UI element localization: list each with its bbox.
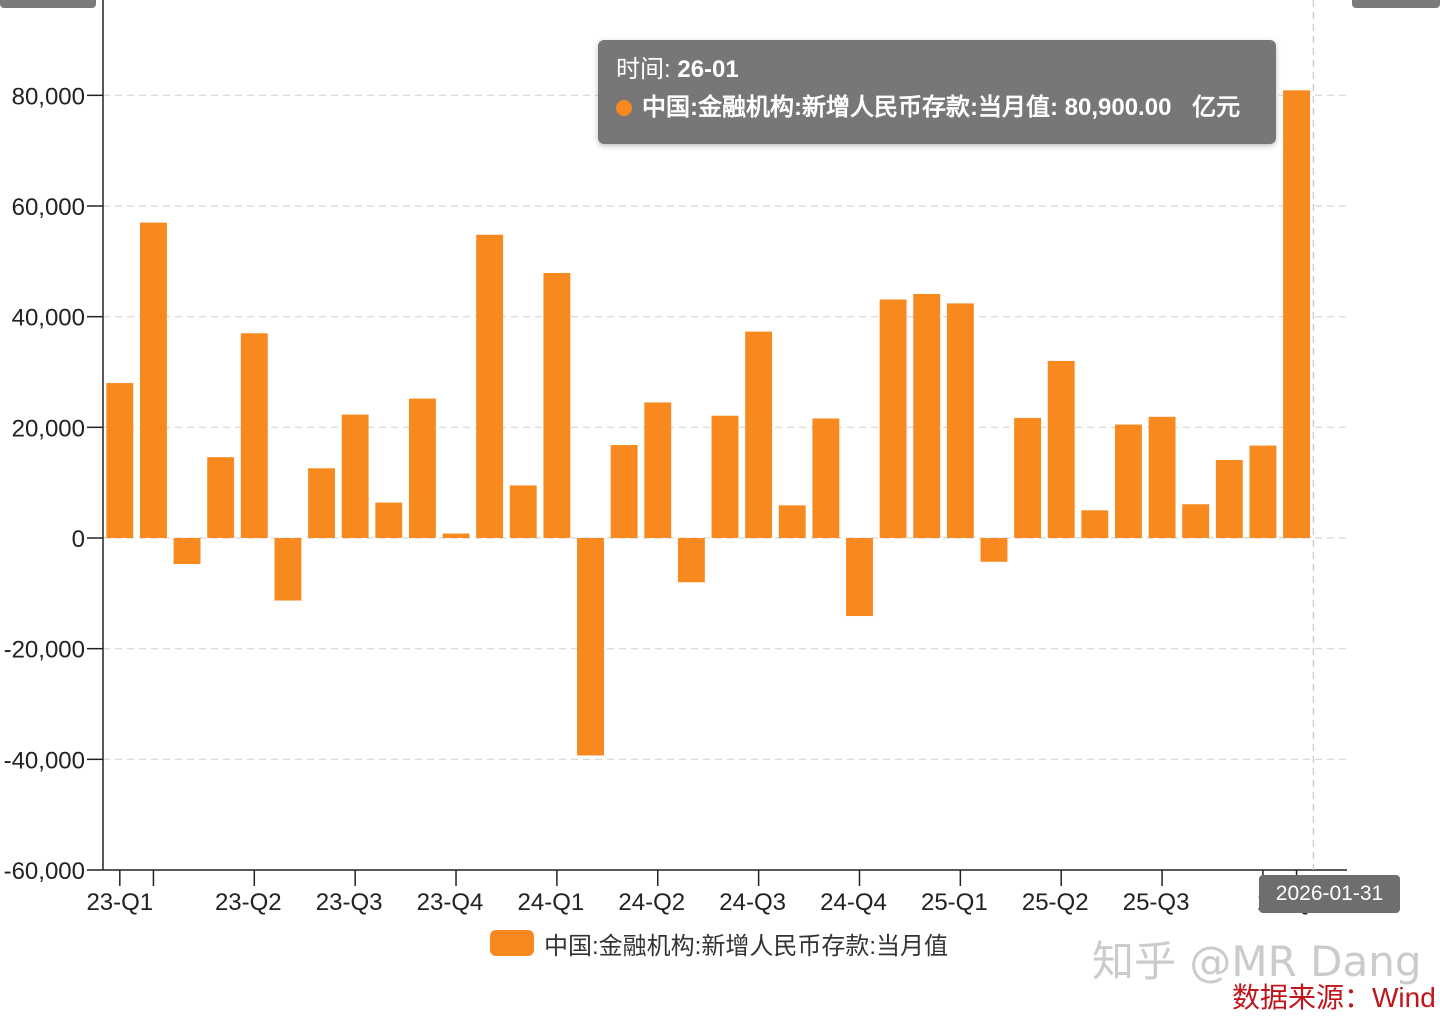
x-tick-label: 24-Q3 xyxy=(719,889,786,916)
bar-25-07 xyxy=(1115,424,1142,538)
bar-23-09 xyxy=(375,502,403,538)
tooltip-time-value: 26-01 xyxy=(677,56,739,83)
bar-24-01 xyxy=(509,485,537,538)
y-tick-label: -40,000 xyxy=(4,747,85,774)
x-axis-ticks: 23-Q1 23-Q2 23-Q3 23-Q4 24-Q1 24-Q2 24-Q3 24-Q4… xyxy=(86,870,1324,916)
watermark: 知乎 @MR Dang xyxy=(1092,937,1422,986)
bar-24-05 xyxy=(644,402,672,538)
bar-25-08 xyxy=(1148,416,1176,538)
y-tick-label: 80,000 xyxy=(12,83,85,110)
bar-25-12 xyxy=(1283,90,1311,538)
x-tick-label: 23-Q2 xyxy=(215,889,282,916)
bar-24-03 xyxy=(577,538,604,756)
bar-24-08 xyxy=(745,331,773,538)
bar-23-04 xyxy=(207,457,235,538)
axes xyxy=(102,0,1347,871)
bar-23-10 xyxy=(408,398,436,538)
bar-24-04 xyxy=(610,445,638,538)
bar-25-05 xyxy=(1047,360,1075,538)
bar-24-10 xyxy=(812,418,840,538)
bar-24-02 xyxy=(543,272,571,538)
axis-pointer-label: 2026-01-31 xyxy=(1259,875,1400,913)
y-axis-ticks: 80,000 60,000 40,000 20,000 0 -20,000 -40,000 -… xyxy=(4,83,103,885)
x-tick-label: 24-Q2 xyxy=(618,889,685,916)
bar-24-09 xyxy=(778,505,806,538)
tooltip-value-row: 中国:金融机构:新增人民币存款:当月值: 80,900.00 亿元 xyxy=(616,92,1258,124)
tooltip: 时间: 26-01 中国:金融机构:新增人民币存款:当月值: 80,900.00… xyxy=(598,40,1276,144)
bar-23-01 xyxy=(106,383,134,538)
y-tick-label: 40,000 xyxy=(12,305,85,332)
toolbar-tab-right xyxy=(1352,0,1440,8)
bar-23-07 xyxy=(308,468,335,538)
y-tick-label: 0 xyxy=(72,526,85,553)
bar-24-07 xyxy=(711,415,739,538)
x-tick-label: 25-Q2 xyxy=(1022,889,1089,916)
bar-25-06 xyxy=(1081,510,1109,538)
bar-23-11 xyxy=(442,533,470,538)
x-tick-label: 23-Q3 xyxy=(316,889,383,916)
x-tick-label: 25-Q1 xyxy=(921,889,988,916)
y-tick-label: -60,000 xyxy=(4,858,85,885)
bar-24-06 xyxy=(677,538,705,583)
bar-23-02 xyxy=(139,222,167,538)
bar-25-10 xyxy=(1215,459,1243,538)
legend[interactable]: 中国:金融机构:新增人民币存款:当月值 xyxy=(490,925,948,961)
x-tick-label: 24-Q1 xyxy=(518,889,585,916)
y-tick-label: -20,000 xyxy=(4,637,85,664)
x-tick-label: 23-Q4 xyxy=(417,889,484,916)
x-tick-label: 25-Q3 xyxy=(1123,889,1190,916)
legend-label: 中国:金融机构:新增人民币存款:当月值 xyxy=(544,932,949,960)
tooltip-series-label: 中国:金融机构:新增人民币存款:当月值: xyxy=(642,94,1058,121)
bar-23-08 xyxy=(341,414,369,538)
bar-25-01 xyxy=(913,293,941,538)
toolbar-tab-left xyxy=(0,0,96,8)
bar-24-12 xyxy=(879,299,907,538)
tooltip-time-row: 时间: 26-01 xyxy=(616,54,1258,86)
tooltip-time-label: 时间: xyxy=(616,56,671,83)
bar-23-03 xyxy=(173,538,201,565)
series-dot-icon xyxy=(616,100,632,116)
x-tick-label: 24-Q4 xyxy=(820,889,887,916)
bar-23-12 xyxy=(476,234,504,539)
x-tick-label: 23-Q1 xyxy=(86,889,153,916)
bar-25-02 xyxy=(946,303,974,538)
legend-swatch xyxy=(490,930,534,956)
bars xyxy=(106,90,1311,756)
bar-25-03 xyxy=(980,538,1008,562)
tooltip-value: 80,900.00 xyxy=(1064,94,1172,121)
bar-25-11 xyxy=(1249,445,1277,538)
tooltip-unit: 亿元 xyxy=(1192,94,1241,121)
y-tick-label: 20,000 xyxy=(12,415,85,442)
bar-25-09 xyxy=(1182,504,1210,538)
bar-23-05 xyxy=(240,333,268,538)
data-source: 数据来源：Wind xyxy=(1232,982,1436,1013)
y-tick-label: 60,000 xyxy=(12,194,85,221)
bar-23-06 xyxy=(274,538,302,601)
bar-25-04 xyxy=(1014,417,1042,538)
bar-24-11 xyxy=(846,538,873,617)
